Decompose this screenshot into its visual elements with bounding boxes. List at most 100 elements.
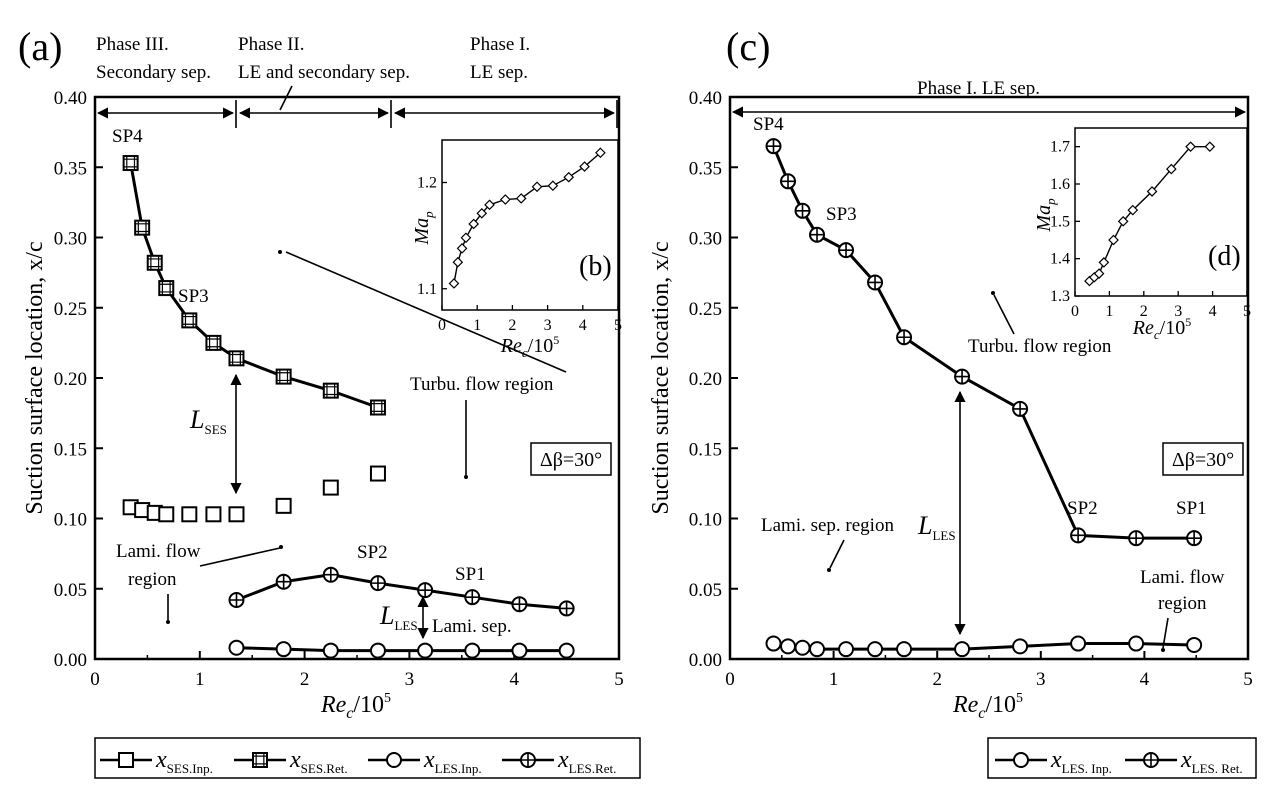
sp2-label-c: SP2 <box>1067 498 1098 519</box>
data-point <box>547 180 559 192</box>
legend-item: xSES.Inp. <box>100 747 213 776</box>
turbu-dot <box>464 475 468 479</box>
phase-2-title: Phase II. <box>238 34 304 55</box>
l-les-label-c: LLES <box>917 511 956 543</box>
data-point <box>205 334 222 351</box>
data-point <box>1165 163 1177 175</box>
data-point <box>867 274 884 291</box>
x-tick-label: 3 <box>405 669 415 690</box>
x-tick-label: 1 <box>473 317 481 334</box>
phase-2-sub: LE and secondary sep. <box>238 62 410 83</box>
lami-sep-dot <box>827 568 831 572</box>
y-tick-label: 0.15 <box>54 439 87 460</box>
legend-marker <box>386 752 402 768</box>
inset-b-ticks: 0 1 2 3 4 5 1.1 1.2 <box>417 175 622 335</box>
data-point <box>765 635 782 652</box>
y-tick-label: 0.00 <box>689 650 722 671</box>
data-point <box>1012 638 1029 655</box>
x-tick-label: 3 <box>1036 669 1046 690</box>
y-tick-label: 1.6 <box>1050 176 1070 193</box>
lami-flow-dot-c <box>1161 648 1165 652</box>
sp1-label-c: SP1 <box>1176 498 1207 519</box>
delta-beta-box-a <box>530 442 612 476</box>
data-point <box>476 207 488 219</box>
data-point <box>1117 215 1129 227</box>
data-point <box>838 641 855 658</box>
y-tick-label: 0.10 <box>689 510 722 531</box>
y-tick-label: 1.5 <box>1050 213 1070 230</box>
turbu-leader-c <box>993 294 1015 335</box>
data-point <box>511 642 528 659</box>
data-point <box>794 639 811 656</box>
data-point <box>158 506 175 523</box>
data-point <box>511 596 528 613</box>
x-tick-label: 4 <box>1140 669 1150 690</box>
turbu-label-a: Turbu. flow region <box>410 374 554 395</box>
inset-d-ticks: 0 1 2 3 4 5 1.3 1.4 1.5 1.6 1.7 <box>1050 139 1251 320</box>
l-ses-label: LSES <box>189 405 227 437</box>
data-point <box>1070 527 1087 544</box>
sp4-label-c: SP4 <box>753 114 784 135</box>
inset-d-xlabel: Rec/105 <box>1132 315 1191 342</box>
y-tick-label: 0.40 <box>689 88 722 109</box>
lami-flow-dot <box>279 545 283 549</box>
panel-a-xlabel: Rec/105 <box>320 691 391 722</box>
data-point <box>1093 268 1105 279</box>
x-tick-label: 2 <box>932 669 942 690</box>
data-point <box>322 642 339 659</box>
data-point <box>809 226 826 243</box>
x-tick-label: 4 <box>579 317 587 334</box>
y-tick-label: 0.30 <box>54 229 87 250</box>
inset-d: 0 1 2 3 4 5 1.3 1.4 1.5 1.6 1.7 (d) Map Rec/105 <box>1033 127 1251 342</box>
x-tick-label: 5 <box>614 317 622 334</box>
data-point <box>369 642 386 659</box>
inset-b-xlabel: Rec/105 <box>500 333 559 360</box>
x-tick-label: 0 <box>438 317 446 334</box>
data-point <box>558 600 575 617</box>
data-point <box>1204 141 1216 153</box>
y-tick-label: 0.00 <box>54 650 87 671</box>
x-tick-label: 1 <box>1105 303 1113 320</box>
data-point <box>1108 234 1119 246</box>
series-line-x_SES.Ret. <box>129 162 379 409</box>
y-tick-label: 0.40 <box>54 88 87 109</box>
inset-b: 0 1 2 3 4 5 1.1 1.2 (b) Map Rec/105 <box>411 139 622 360</box>
data-point <box>563 171 575 183</box>
legend-right: xLES. Inp. xLES. Ret. <box>987 737 1257 779</box>
inset-b-ylabel: Map <box>411 211 436 246</box>
x-tick-label: 2 <box>300 669 310 690</box>
panel-c-ylabel: Suction surface location, x/c <box>648 241 674 514</box>
y-tick-label: 0.30 <box>689 229 722 250</box>
turbu-dot <box>278 250 282 254</box>
x-tick-label: 1 <box>195 669 205 690</box>
turbu-leader-a <box>285 251 567 373</box>
y-tick-label: 0.25 <box>689 299 722 320</box>
inset-d-axes <box>1074 127 1248 297</box>
turbu-dot-c <box>991 291 995 295</box>
panel-b-label: (b) <box>579 251 612 282</box>
x-tick-label: 5 <box>614 669 624 690</box>
y-tick-label: 1.3 <box>1050 288 1070 305</box>
data-point <box>500 194 511 205</box>
legend-item: xLES. Ret. <box>1125 747 1243 776</box>
legend-marker <box>118 752 134 768</box>
data-point <box>1098 257 1110 268</box>
data-point <box>896 641 913 658</box>
panel-a-label: (a) <box>18 24 62 69</box>
y-tick-label: 1.7 <box>1050 139 1070 156</box>
inset-d-series <box>1084 141 1216 287</box>
y-tick-label: 0.20 <box>689 369 722 390</box>
data-point <box>1127 204 1139 216</box>
legend-right-box <box>987 737 1257 779</box>
lami-sep-region-label: Lami. sep. region <box>761 515 894 536</box>
panel-c-label: (c) <box>726 24 770 69</box>
y-tick-label: 1.4 <box>1050 251 1070 268</box>
data-point <box>780 638 797 655</box>
lami-sep-label: Lami. sep. <box>432 616 512 637</box>
panel-d-label: (d) <box>1208 241 1241 272</box>
data-point <box>1070 635 1087 652</box>
panel-c: (c) Phase I. LE sep. 0 1 2 3 4 50.000.050.100… <box>648 24 1253 722</box>
data-point <box>181 506 198 523</box>
data-point <box>228 506 245 523</box>
lami-flow-label-c2: region <box>1158 593 1207 614</box>
